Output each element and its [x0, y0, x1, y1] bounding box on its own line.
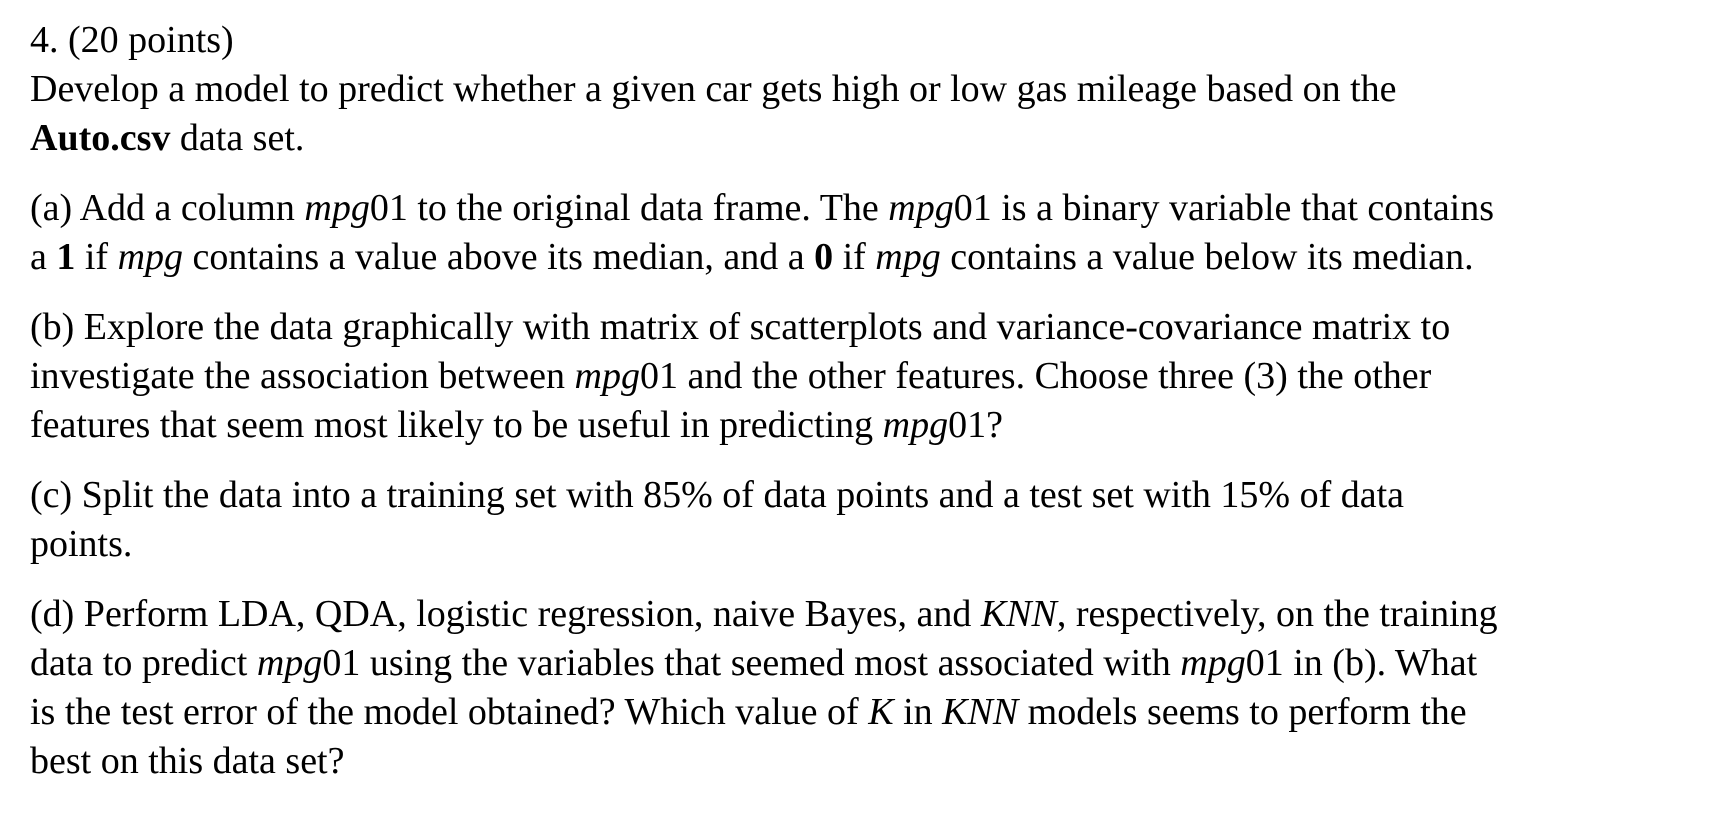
- var-mpg: mpg: [882, 404, 949, 446]
- intro-line-1: Develop a model to predict whether a giv…: [30, 65, 1702, 114]
- part-d: (d) Perform LDA, QDA, logistic regressio…: [30, 590, 1702, 786]
- part-a-text: 01 to the original data frame. The: [369, 187, 889, 229]
- part-d-text: 01 using the variables that seemed most …: [322, 642, 1181, 684]
- part-d-text: best on this data set?: [30, 740, 345, 782]
- part-a-text: 01 is a binary variable that contains: [953, 187, 1495, 229]
- problem-heading: 4. (20 points): [30, 16, 1702, 65]
- heading-text: 4. (20 points): [30, 19, 234, 61]
- part-c: (c) Split the data into a training set w…: [30, 471, 1702, 569]
- part-d-text: , respectively, on the training: [1056, 593, 1498, 635]
- part-c-text: (c) Split the data into a training set w…: [30, 474, 1405, 516]
- part-b-text: features that seem most likely to be use…: [30, 404, 883, 446]
- part-a-text: if: [833, 236, 876, 278]
- part-d-text: (d) Perform LDA, QDA, logistic regressio…: [30, 593, 981, 635]
- part-d-text: is the test error of the model obtained?…: [30, 691, 869, 733]
- part-b-line-3: features that seem most likely to be use…: [30, 401, 1702, 450]
- var-mpg: mpg: [256, 642, 323, 684]
- part-a-text: if: [75, 236, 118, 278]
- term-k: K: [868, 691, 894, 733]
- part-d-line-4: best on this data set?: [30, 737, 1702, 786]
- part-b-text: (b) Explore the data graphically with ma…: [30, 306, 1451, 348]
- part-a-text: contains a value above its median, and a: [183, 236, 815, 278]
- intro-line-2: Auto.csv data set.: [30, 114, 1702, 163]
- part-d-line-2: data to predict mpg01 using the variable…: [30, 639, 1702, 688]
- part-b-line-2: investigate the association between mpg0…: [30, 352, 1702, 401]
- part-d-text: data to predict: [30, 642, 257, 684]
- part-a-line-1: (a) Add a column mpg01 to the original d…: [30, 184, 1702, 233]
- intro-text-1: Develop a model to predict whether a giv…: [30, 68, 1397, 110]
- part-b-text: investigate the association between: [30, 355, 575, 397]
- part-b: (b) Explore the data graphically with ma…: [30, 303, 1702, 450]
- var-mpg: mpg: [574, 355, 640, 397]
- value-one: 1: [56, 236, 76, 278]
- part-d-text: models seems to perform the: [1018, 691, 1467, 733]
- part-a: (a) Add a column mpg01 to the original d…: [30, 184, 1702, 282]
- problem-intro: Develop a model to predict whether a giv…: [30, 65, 1702, 163]
- var-mpg: mpg: [1180, 642, 1246, 684]
- part-a-text: contains a value below its median.: [940, 236, 1474, 278]
- problem-document: 4. (20 points) Develop a model to predic…: [30, 16, 1702, 786]
- part-b-line-1: (b) Explore the data graphically with ma…: [30, 303, 1702, 352]
- var-mpg: mpg: [875, 236, 941, 278]
- part-b-text: 01?: [948, 404, 1003, 446]
- term-knn: KNN: [980, 593, 1057, 635]
- term-knn: KNN: [942, 691, 1019, 733]
- var-mpg: mpg: [304, 187, 370, 229]
- part-a-text: (a) Add a column: [30, 187, 305, 229]
- var-mpg: mpg: [117, 236, 184, 278]
- value-zero: 0: [814, 236, 834, 278]
- part-c-text: points.: [30, 523, 133, 565]
- intro-text-2: data set.: [170, 117, 305, 159]
- part-a-text: a: [30, 236, 57, 278]
- dataset-name: Auto.csv: [30, 117, 171, 159]
- part-b-text: 01 and the other features. Choose three …: [639, 355, 1432, 397]
- part-d-line-3: is the test error of the model obtained?…: [30, 688, 1702, 737]
- part-c-line-1: (c) Split the data into a training set w…: [30, 471, 1702, 520]
- part-c-line-2: points.: [30, 520, 1702, 569]
- part-d-line-1: (d) Perform LDA, QDA, logistic regressio…: [30, 590, 1702, 639]
- part-d-text: in: [893, 691, 943, 733]
- var-mpg: mpg: [888, 187, 954, 229]
- part-d-text: 01 in (b). What: [1245, 642, 1478, 684]
- part-a-line-2: a 1 if mpg contains a value above its me…: [30, 233, 1702, 282]
